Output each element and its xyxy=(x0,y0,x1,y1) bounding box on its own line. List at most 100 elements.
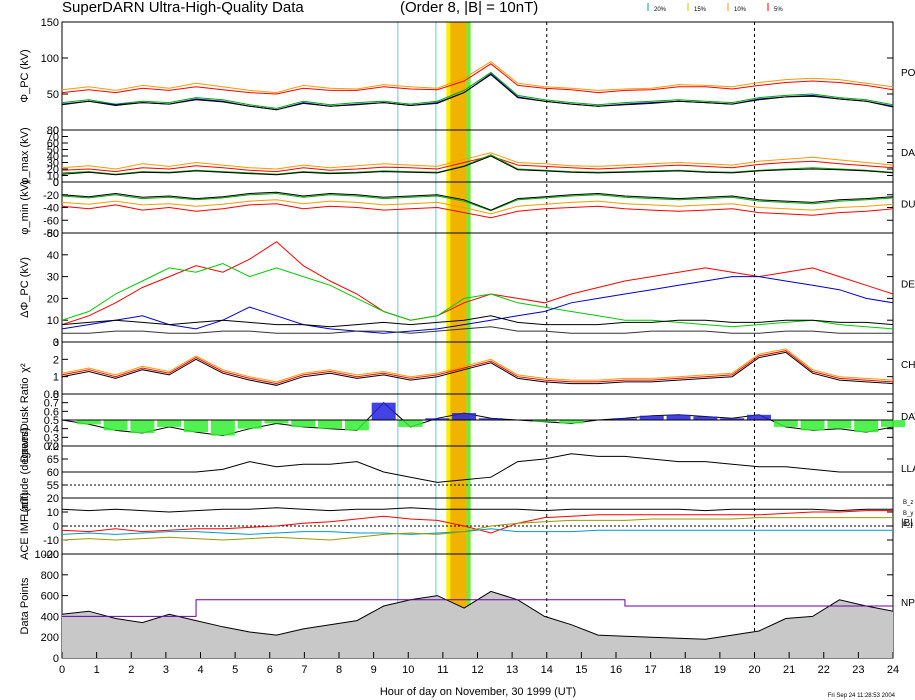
y-tick-label: 55 xyxy=(47,480,59,492)
series-line xyxy=(62,599,893,617)
x-tick-label: 7 xyxy=(301,664,307,676)
y-tick-label: -40 xyxy=(43,203,59,215)
y-tick-label: 800 xyxy=(41,570,59,582)
series-line xyxy=(61,155,894,173)
y-tick-label: 0 xyxy=(53,653,59,665)
y-tick-label: 65 xyxy=(47,454,59,466)
x-tick-label: 4 xyxy=(197,664,203,676)
x-tick-label: 18 xyxy=(679,664,691,676)
y-tick-label: 0.4 xyxy=(44,424,59,436)
y-tick-label: 200 xyxy=(41,632,59,644)
panel-frame xyxy=(61,341,894,395)
y-tick-label: 0 xyxy=(53,521,59,533)
y-tick-label: 0.8 xyxy=(44,389,59,401)
series-line xyxy=(61,73,894,111)
ratio-fill xyxy=(237,420,262,429)
series-line xyxy=(61,315,894,328)
ratio-fill xyxy=(693,416,718,420)
series-line xyxy=(61,199,894,215)
right-label: CH xyxy=(901,360,915,371)
ratio-fill xyxy=(157,420,182,427)
y-tick-label: 20 xyxy=(47,293,59,305)
panel-frame xyxy=(61,21,894,131)
series-line xyxy=(61,528,893,535)
series-line xyxy=(61,241,894,326)
panel-dawn-dusk: 0.20.30.40.50.60.70.8 Dawn/Dusk Ratio DAY xyxy=(19,378,915,463)
ratio-fill xyxy=(103,420,128,431)
series-line xyxy=(61,155,894,176)
series-line xyxy=(61,154,894,175)
ratio-fill xyxy=(264,420,289,424)
threshold-label: 5% xyxy=(774,7,783,13)
y-tick-label: 100 xyxy=(41,53,59,65)
y-tick-label: 1000 xyxy=(35,549,59,561)
series-line xyxy=(62,326,893,334)
y-axis-label: Latitude (degrees) xyxy=(19,427,31,516)
series-line xyxy=(61,192,894,212)
y-axis-label: Data Points xyxy=(19,577,31,634)
x-tick-label: 0 xyxy=(59,664,65,676)
x-tick-label: 3 xyxy=(163,664,169,676)
series-line xyxy=(61,191,894,211)
ratio-fill xyxy=(746,414,771,420)
series-line xyxy=(61,63,894,95)
figure-title: SuperDARN Ultra-High-Quality Data xyxy=(62,0,304,16)
ratio-fill xyxy=(76,420,101,425)
y-tick-label: 50 xyxy=(47,89,59,101)
x-tick-label: 20 xyxy=(748,664,760,676)
y-tick-label: 0 xyxy=(53,337,59,349)
x-tick-label: 11 xyxy=(437,664,448,676)
series-line xyxy=(61,73,894,111)
y-tick-label: 0 xyxy=(53,177,59,189)
y-tick-label: 0.7 xyxy=(44,398,59,410)
ratio-fill xyxy=(344,420,369,431)
threshold-label: 10% xyxy=(734,7,747,13)
y-tick-label: 40 xyxy=(47,151,59,163)
ratio-fill xyxy=(773,420,798,427)
y-tick-label: 400 xyxy=(41,611,59,623)
x-tick-label: 10 xyxy=(402,664,414,676)
series-line xyxy=(61,517,893,541)
panel-ace-imf: -20 -10 0 10 20 ACE IMF (nT) |B| B_z B_y B_x xyxy=(19,492,913,561)
y-tick-label: 30 xyxy=(47,158,59,170)
x-tick-label: 12 xyxy=(471,664,483,676)
ratio-fill xyxy=(184,420,209,433)
series-line xyxy=(61,276,894,334)
panel-frame xyxy=(61,232,894,343)
ratio-fill xyxy=(532,420,557,422)
ratio-fill xyxy=(881,420,905,427)
series-line xyxy=(61,152,894,170)
y-axis-label: χ² xyxy=(19,363,31,373)
y-axis-label: φ_min (kV) xyxy=(19,180,31,234)
series-line xyxy=(61,510,893,534)
imf-component-label: B_z xyxy=(903,500,913,506)
ratio-fill xyxy=(800,420,825,431)
y-tick-label: 1 xyxy=(53,372,59,384)
y-tick-label: 10 xyxy=(47,171,59,183)
threshold-legend: 20% 15% 10% 5% xyxy=(647,3,783,13)
highlight-band xyxy=(397,22,755,658)
series-line xyxy=(61,348,894,383)
imf-component-label: B_y xyxy=(903,511,913,517)
series-line xyxy=(61,203,894,219)
right-label: DE xyxy=(901,280,915,291)
timestamp: Fri Sep 24 11:28:53 2004 xyxy=(828,693,896,699)
y-tick-label: 40 xyxy=(47,250,59,262)
series-line xyxy=(61,507,893,513)
y-tick-label: 0 xyxy=(53,177,59,189)
panel-phi-pc: 0 50 100 150 Φ_PC (kV) PO xyxy=(19,17,915,137)
y-tick-label: 600 xyxy=(41,591,59,603)
ratio-fill xyxy=(559,420,584,424)
right-label: LLA xyxy=(901,464,915,475)
x-tick-label: 13 xyxy=(506,664,518,676)
panel-delta-phi-pc: 0 10 20 30 40 50 ΔΦ_PC (kV) DE xyxy=(19,228,915,349)
x-tick-label: 22 xyxy=(818,664,830,676)
x-axis-label: Hour of day on November, 30 1999 (UT) xyxy=(380,686,576,698)
y-tick-label: 0.5 xyxy=(44,415,59,427)
y-tick-label: -20 xyxy=(43,190,59,202)
x-tick-label: 16 xyxy=(610,664,622,676)
x-tick-label: 1 xyxy=(94,664,100,676)
x-tick-label: 8 xyxy=(336,664,342,676)
